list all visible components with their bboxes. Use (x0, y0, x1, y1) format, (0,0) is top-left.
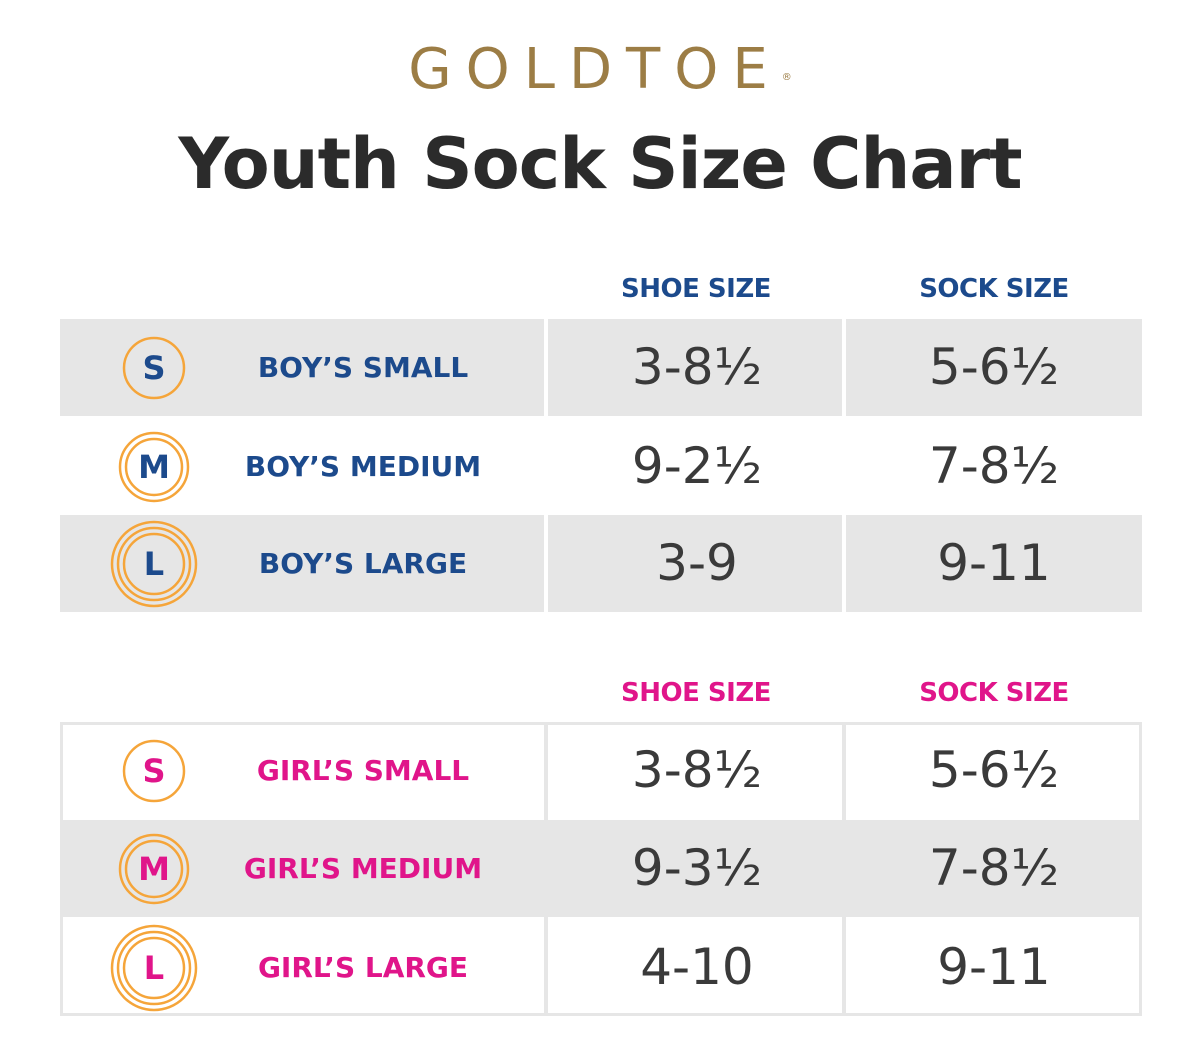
shoe-size-value: 3-9 (656, 534, 738, 592)
size-m-badge-icon: M (106, 431, 202, 503)
size-label: GIRL’S SMALL (256, 754, 470, 787)
size-s-badge-icon: S (106, 333, 202, 403)
shoe-size-value: 4-10 (640, 938, 754, 996)
table-row: S GIRL’S SMALL 3-8½ 5-6½ (60, 722, 1142, 819)
column-divider (842, 722, 846, 1016)
boys-size-table: S BOY’S SMALL 3-8½ 5-6½ M BOY’S MEDIUM 9… (60, 319, 1142, 612)
column-divider (544, 319, 548, 612)
sock-size-value: 9-11 (937, 938, 1051, 996)
brand-logo: GOLDTOE® (0, 38, 1200, 102)
girls-size-table: S GIRL’S SMALL 3-8½ 5-6½ M GIRL’S MEDIUM… (60, 722, 1142, 1016)
shoe-size-value: 3-8½ (631, 338, 763, 396)
table-row: M BOY’S MEDIUM 9-2½ 7-8½ (60, 418, 1142, 515)
table-row: L GIRL’S LARGE 4-10 9-11 (60, 919, 1142, 1016)
size-label: BOY’S SMALL (257, 351, 469, 384)
sock-size-value: 7-8½ (928, 839, 1060, 897)
table-row: M GIRL’S MEDIUM 9-3½ 7-8½ (60, 820, 1142, 917)
badge-letter: L (143, 545, 165, 583)
sock-size-value: 5-6½ (928, 741, 1060, 799)
sock-size-value: 7-8½ (928, 437, 1060, 495)
column-divider (544, 722, 548, 1016)
registered-mark: ® (781, 72, 792, 83)
table-row: S BOY’S SMALL 3-8½ 5-6½ (60, 319, 1142, 416)
size-label: GIRL’S LARGE (257, 951, 469, 984)
size-label: BOY’S LARGE (258, 547, 468, 580)
size-s-badge-icon: S (106, 736, 202, 806)
boys-sock-size-header: SOCK SIZE (919, 274, 1069, 304)
girls-table-frame (60, 722, 1142, 1016)
table-row: L BOY’S LARGE 3-9 9-11 (60, 515, 1142, 612)
shoe-size-value: 3-8½ (631, 741, 763, 799)
size-label: BOY’S MEDIUM (244, 450, 482, 483)
shoe-size-value: 9-3½ (631, 839, 763, 897)
sock-size-value: 5-6½ (928, 338, 1060, 396)
size-l-badge-icon: L (106, 924, 202, 1012)
girls-sock-size-header: SOCK SIZE (919, 678, 1069, 708)
column-divider (842, 319, 846, 612)
boys-shoe-size-header: SHOE SIZE (621, 274, 771, 304)
badge-letter: S (142, 349, 166, 387)
size-label: GIRL’S MEDIUM (243, 852, 483, 885)
badge-letter: M (138, 850, 170, 888)
badge-letter: S (142, 752, 166, 790)
page-title: Youth Sock Size Chart (178, 123, 1022, 205)
size-l-badge-icon: L (106, 520, 202, 608)
brand-name: GOLDTOE (408, 37, 782, 102)
size-m-badge-icon: M (106, 833, 202, 905)
badge-letter: L (143, 949, 165, 987)
badge-letter: M (138, 448, 170, 486)
sock-size-value: 9-11 (937, 534, 1051, 592)
shoe-size-value: 9-2½ (631, 437, 763, 495)
girls-shoe-size-header: SHOE SIZE (621, 678, 771, 708)
